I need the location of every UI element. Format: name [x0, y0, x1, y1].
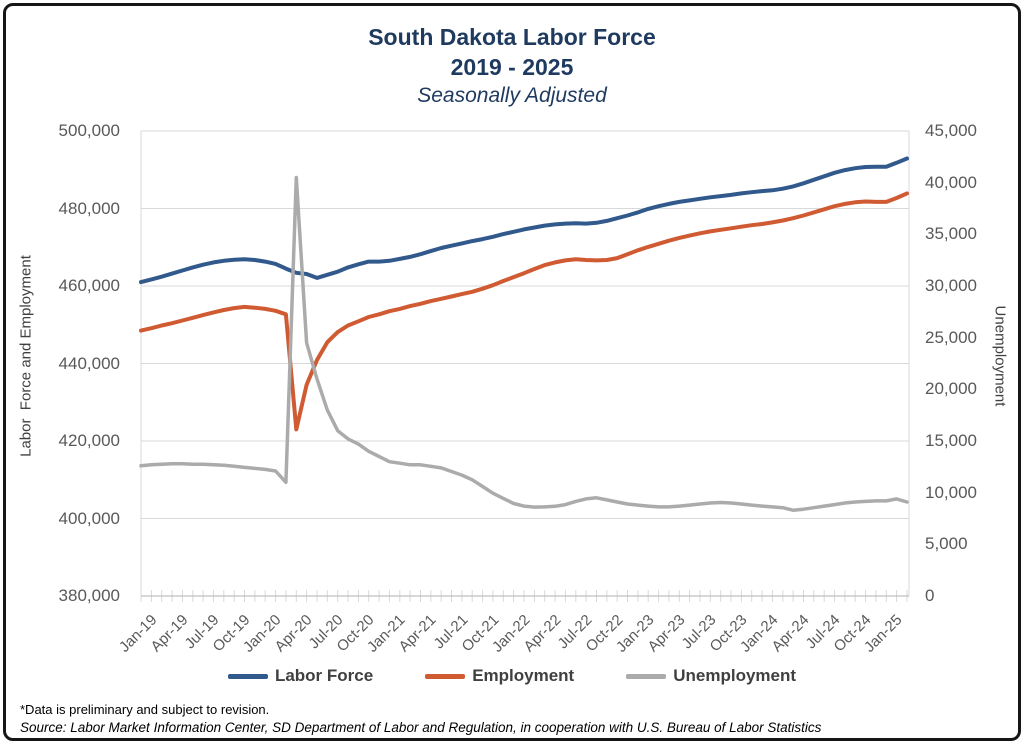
- plot-svg: [139, 130, 910, 602]
- left-axis-tick: 400,000: [58, 508, 120, 528]
- left-axis-title: Labor Force and Employment: [17, 255, 35, 457]
- right-axis-tick: 5,000: [925, 534, 968, 554]
- left-axis-tick: 500,000: [58, 121, 120, 140]
- right-axis-tick: 0: [925, 586, 935, 605]
- legend-label-unemployment: Unemployment: [673, 666, 797, 685]
- left-axis-tick: 420,000: [58, 431, 120, 450]
- legend-swatch-labor-force: [227, 673, 268, 679]
- legend-swatch-employment: [425, 673, 466, 679]
- legend-item-unemployment: Unemployment: [626, 666, 796, 686]
- left-axis-tick: 460,000: [58, 276, 120, 295]
- right-axis-tick: 40,000: [925, 172, 977, 192]
- legend-item-labor-force: Labor Force: [227, 666, 374, 686]
- left-axis-tick: 480,000: [58, 198, 120, 218]
- footnote: *Data is preliminary and subject to revi…: [20, 702, 270, 717]
- right-axis-tick: 30,000: [925, 276, 977, 295]
- chart-title-line2: 2019 - 2025: [450, 54, 574, 80]
- chart-frame: South Dakota Labor Force 2019 - 2025 Sea…: [3, 3, 1021, 741]
- chart-titles: South Dakota Labor Force 2019 - 2025 Sea…: [6, 22, 1018, 110]
- right-axis-tick: 45,000: [925, 121, 977, 140]
- right-axis-tick: 10,000: [925, 482, 977, 502]
- series-employment: [139, 191, 909, 432]
- legend-item-employment: Employment: [425, 666, 574, 686]
- right-axis-tick: 15,000: [925, 431, 977, 450]
- right-axis-tick: 25,000: [925, 327, 977, 347]
- chart-title-line1: South Dakota Labor Force: [368, 24, 656, 50]
- source-line: Source: Labor Market Information Center,…: [20, 720, 822, 735]
- chart-legend: Labor Force Employment Unemployment: [6, 666, 1018, 686]
- legend-label-employment: Employment: [472, 666, 575, 685]
- right-axis-tick: 35,000: [925, 224, 977, 244]
- right-axis-title: Unemployment: [991, 305, 1009, 407]
- legend-label-labor-force: Labor Force: [274, 666, 374, 685]
- legend-swatch-unemployment: [626, 673, 667, 679]
- left-axis-tick: 440,000: [58, 353, 120, 373]
- series-unemployment: [139, 175, 909, 512]
- chart-subtitle: Seasonally Adjusted: [417, 84, 607, 107]
- series-labor-force: [139, 156, 909, 285]
- left-axis-tick: 380,000: [58, 586, 120, 605]
- right-axis-tick: 20,000: [925, 379, 977, 399]
